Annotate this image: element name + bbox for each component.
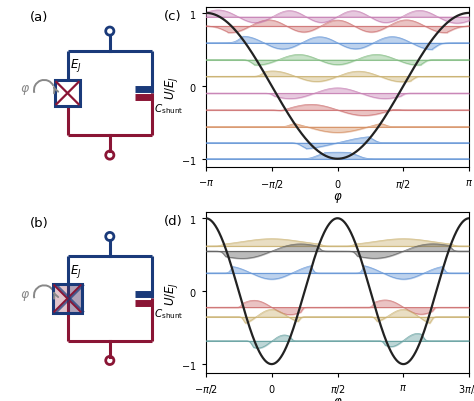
Y-axis label: $U/E_J$: $U/E_J$: [163, 281, 180, 305]
Text: $E_J$: $E_J$: [70, 262, 82, 279]
Text: (a): (a): [29, 11, 48, 24]
Text: (c): (c): [164, 10, 181, 22]
X-axis label: $\varphi$: $\varphi$: [333, 190, 342, 204]
Y-axis label: $U/E_J$: $U/E_J$: [163, 76, 180, 100]
Text: $\varphi$: $\varphi$: [20, 83, 30, 97]
Text: $E_J$: $E_J$: [70, 57, 82, 74]
X-axis label: $\varphi$: $\varphi$: [333, 395, 342, 401]
Text: (d): (d): [164, 215, 182, 227]
Text: $C_{\rm shunt}$: $C_{\rm shunt}$: [154, 306, 183, 320]
Bar: [55, 81, 80, 107]
Bar: [53, 284, 82, 313]
Text: (b): (b): [29, 216, 48, 229]
Text: $C_{\rm shunt}$: $C_{\rm shunt}$: [154, 101, 183, 115]
Text: $\varphi$: $\varphi$: [20, 288, 30, 302]
Bar: [67, 284, 82, 313]
Bar: [53, 284, 82, 313]
